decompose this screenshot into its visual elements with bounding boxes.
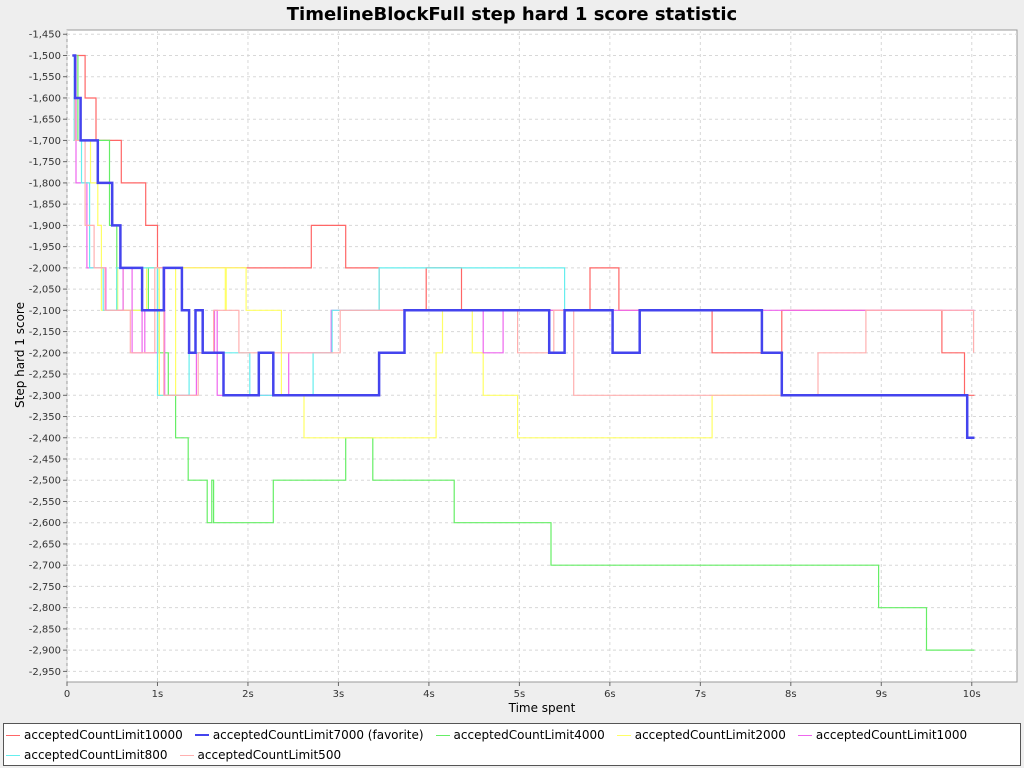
y-tick-label: -1,850 [29, 200, 61, 211]
x-tick-label: 5s [514, 689, 526, 700]
y-tick-label: -2,950 [29, 667, 61, 678]
series-line-acceptedcountlimit7000-favorite [72, 54, 975, 440]
x-tick-label: 4s [423, 689, 435, 700]
x-tick-label: 6s [604, 689, 616, 700]
plot-area [66, 29, 1018, 683]
y-tick-label: -1,750 [29, 157, 61, 168]
x-tick-label: 10s [963, 689, 981, 700]
legend-item: acceptedCountLimit500 [179, 748, 342, 762]
y-tick-label: -2,900 [29, 646, 61, 657]
y-tick-label: -2,350 [29, 412, 61, 423]
y-tick-label: -1,650 [29, 115, 61, 126]
axes: -1,450 -1,500 -1,550 -1,600 -1,650 -1,700 -1,7… [29, 30, 981, 700]
y-axis-label: Step hard 1 score [13, 302, 27, 408]
y-tick-label: -2,100 [29, 306, 61, 317]
y-tick-label: -2,250 [29, 370, 61, 381]
y-tick-label: -2,000 [29, 263, 61, 274]
legend-item: acceptedCountLimit10000 [6, 728, 183, 742]
y-tick-label: -2,150 [29, 327, 61, 338]
x-tick-label: 3s [333, 689, 345, 700]
legend-item: acceptedCountLimit2000 [616, 728, 786, 742]
y-tick-label: -1,500 [29, 51, 61, 62]
legend: acceptedCountLimit10000 acceptedCountLimi… [3, 723, 1021, 766]
legend-swatch [179, 754, 194, 756]
legend-label: acceptedCountLimit10000 [24, 728, 183, 742]
y-tick-label: -2,500 [29, 476, 61, 487]
legend-swatch [6, 754, 20, 756]
chart: TimelineBlockFull step hard 1 score stat… [13, 4, 1018, 715]
y-tick-label: -2,300 [29, 391, 61, 402]
x-tick-label: 0 [64, 689, 70, 700]
legend-swatch [797, 734, 812, 736]
legend-label: acceptedCountLimit1000 [815, 728, 968, 742]
legend-row: acceptedCountLimit800 acceptedCountLimit5… [6, 748, 353, 762]
x-tick-label: 2s [242, 689, 254, 700]
legend-swatch [435, 734, 450, 736]
legend-label: acceptedCountLimit500 [197, 748, 342, 762]
x-axis-label: Time spent [508, 701, 576, 715]
legend-row: acceptedCountLimit10000 acceptedCountLimi… [6, 728, 979, 742]
chart-title: TimelineBlockFull step hard 1 score stat… [287, 4, 737, 25]
legend-swatch [616, 734, 631, 736]
y-tick-label: -2,450 [29, 455, 61, 466]
y-tick-label: -2,700 [29, 561, 61, 572]
y-tick-label: -1,600 [29, 93, 61, 104]
y-tick-label: -1,950 [29, 242, 61, 253]
y-tick-label: -1,550 [29, 72, 61, 83]
legend-item: acceptedCountLimit1000 [797, 728, 968, 742]
legend-swatch [194, 734, 209, 736]
y-tick-label: -1,900 [29, 221, 61, 232]
y-tick-label: -2,200 [29, 348, 61, 359]
x-tick-label: 1s [152, 689, 164, 700]
legend-label: acceptedCountLimit2000 [634, 728, 786, 742]
x-tick-label: 8s [785, 689, 797, 700]
legend-item: acceptedCountLimit7000 (favorite) [194, 728, 424, 742]
y-tick-label: -2,400 [29, 433, 61, 444]
y-tick-label: -2,050 [29, 285, 61, 296]
legend-item: acceptedCountLimit800 [6, 748, 168, 762]
legend-swatch [6, 734, 20, 736]
legend-item: acceptedCountLimit4000 [435, 728, 605, 742]
series-group [72, 54, 975, 651]
y-tick-label: -2,850 [29, 624, 61, 635]
y-tick-label: -2,650 [29, 539, 61, 550]
x-tick-label: 9s [875, 689, 887, 700]
legend-label: acceptedCountLimit800 [24, 748, 168, 762]
series-line-acceptedcountlimit500 [72, 54, 975, 396]
y-tick-label: -2,600 [29, 518, 61, 529]
y-tick-label: -2,800 [29, 603, 61, 614]
legend-label: acceptedCountLimit7000 (favorite) [212, 728, 424, 742]
legend-label: acceptedCountLimit4000 [453, 728, 605, 742]
y-tick-label: -1,700 [29, 136, 61, 147]
y-tick-label: -2,550 [29, 497, 61, 508]
x-tick-label: 7s [695, 689, 707, 700]
y-tick-label: -2,750 [29, 582, 61, 593]
y-tick-label: -1,450 [29, 30, 61, 41]
y-tick-label: -1,800 [29, 178, 61, 189]
